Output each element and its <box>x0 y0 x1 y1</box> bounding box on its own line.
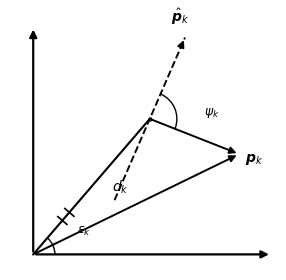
Text: $\varepsilon_k$: $\varepsilon_k$ <box>77 225 91 238</box>
Text: $\hat{\boldsymbol{p}}_k$: $\hat{\boldsymbol{p}}_k$ <box>170 6 189 27</box>
Text: $\boldsymbol{p}_k$: $\boldsymbol{p}_k$ <box>245 152 263 167</box>
Text: $\psi_k$: $\psi_k$ <box>204 106 220 120</box>
Text: $d_k$: $d_k$ <box>112 178 128 196</box>
